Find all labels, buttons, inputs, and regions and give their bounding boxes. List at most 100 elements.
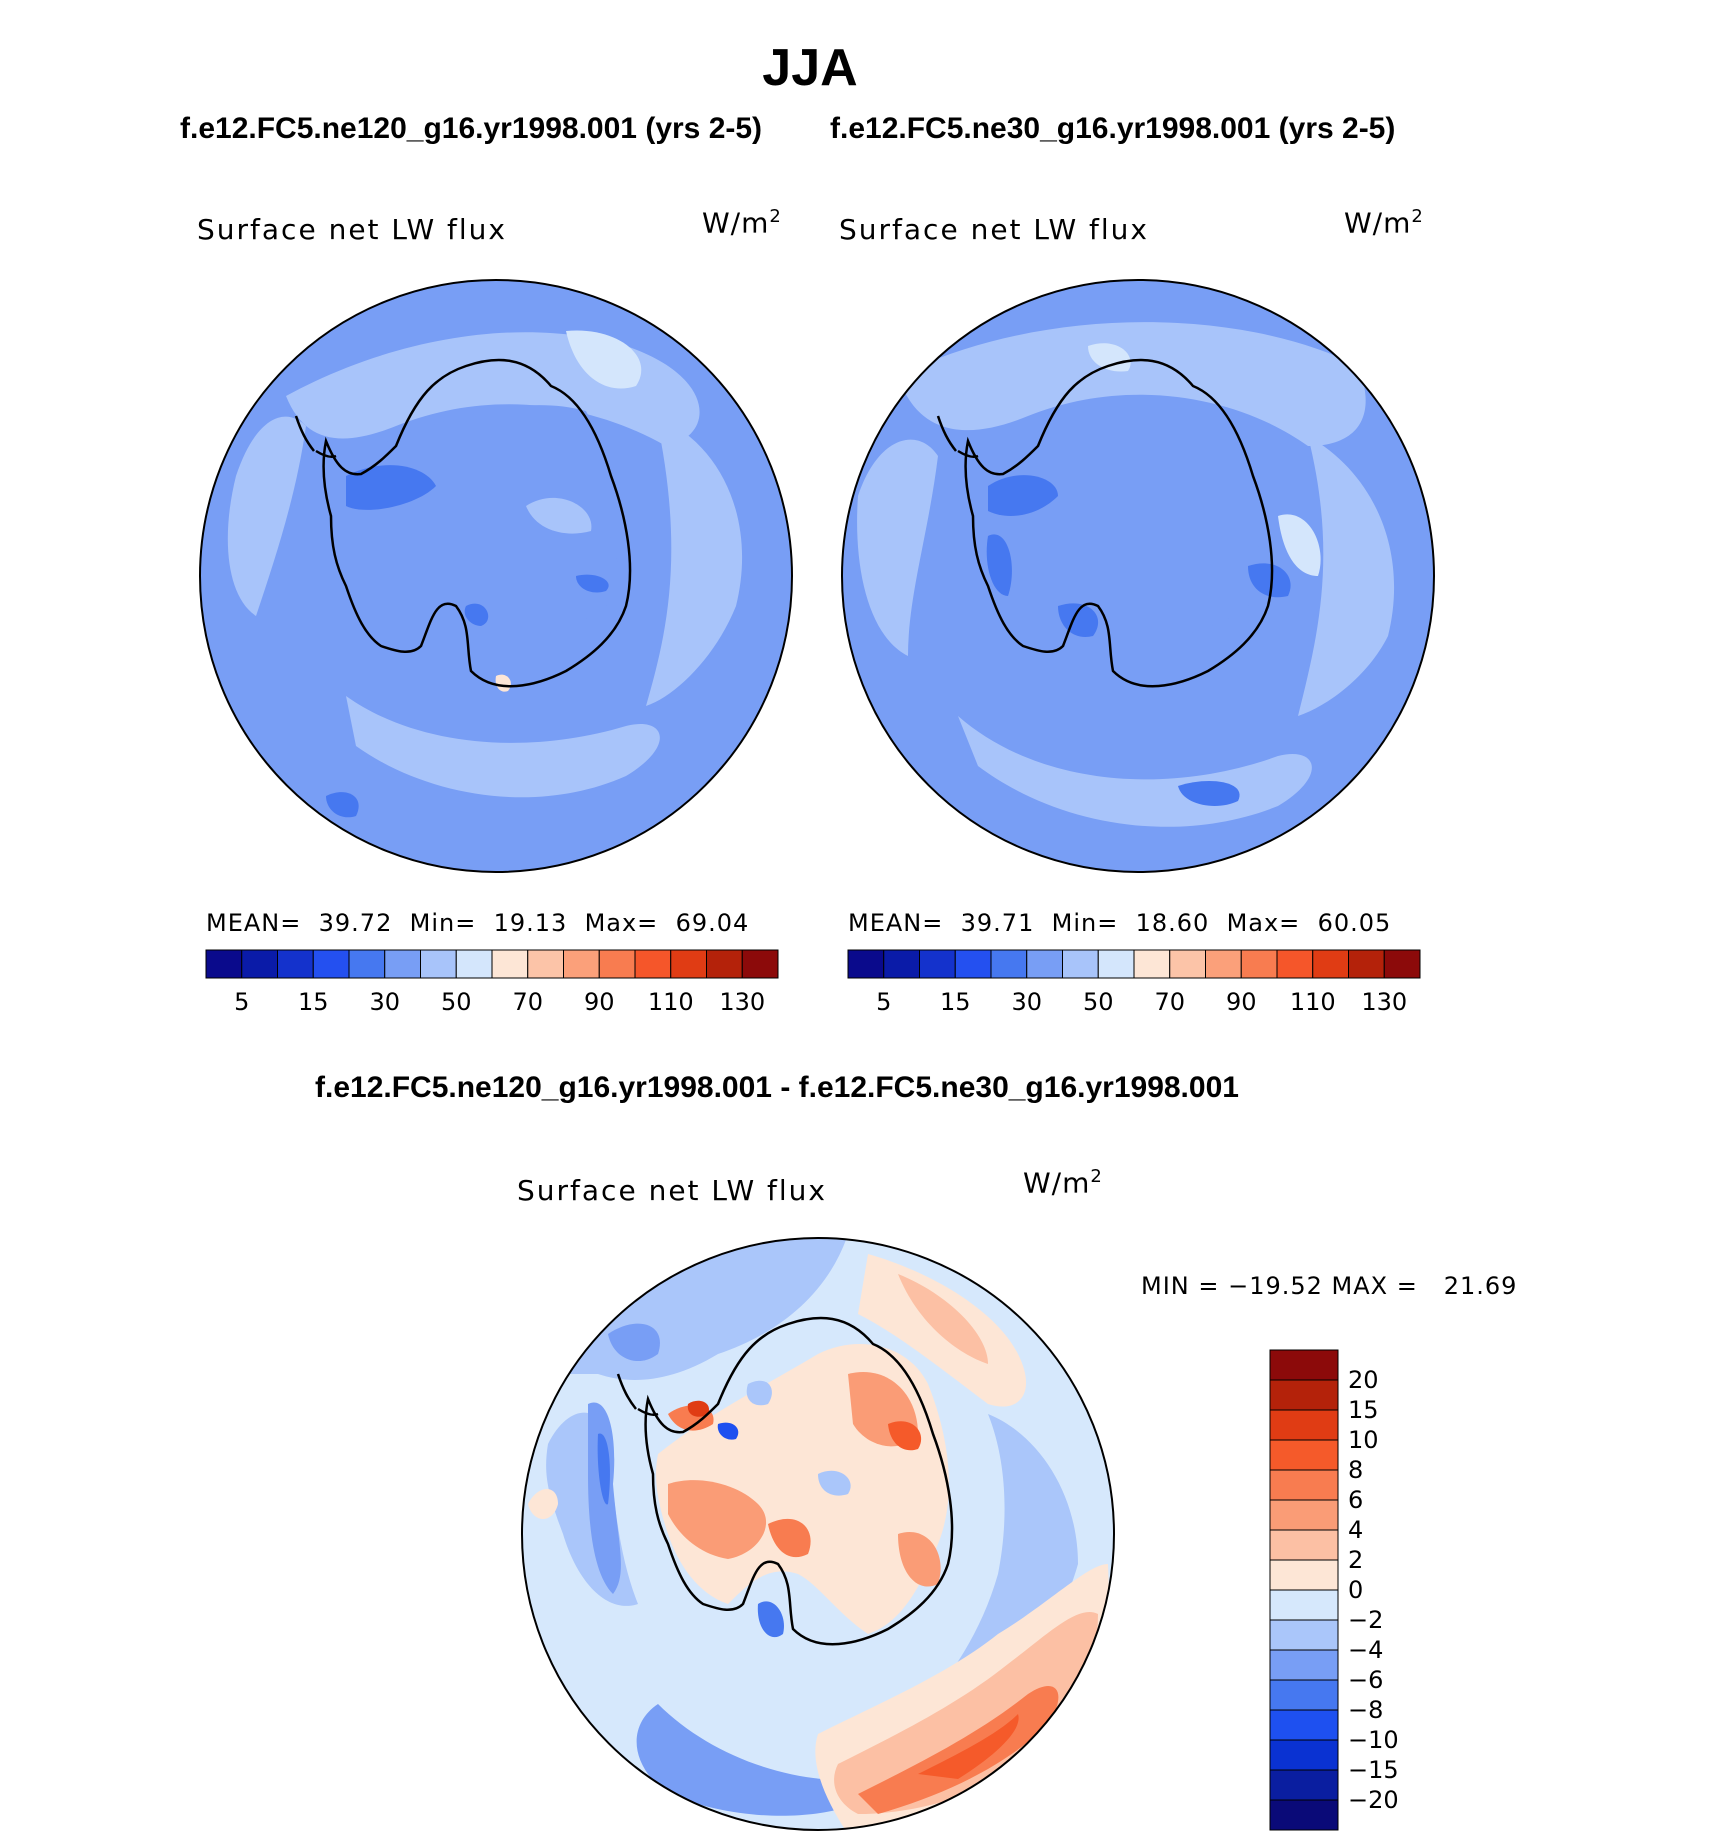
panel2-colorbar-swatch bbox=[990, 949, 1028, 979]
panel2-colorbar-tick-label: 50 bbox=[1082, 988, 1114, 1016]
panel1-colorbar-swatch bbox=[634, 949, 672, 979]
panel1-colorbar-swatch bbox=[277, 949, 314, 979]
panel2-colorbar-swatch bbox=[1312, 949, 1349, 979]
panel1-colorbar-swatch bbox=[527, 949, 564, 979]
diff-colorbar-tick-label: −6 bbox=[1348, 1666, 1384, 1694]
panel2-colorbar-tick-label: 5 bbox=[876, 988, 892, 1016]
diff-colorbar-tick-label: −8 bbox=[1348, 1696, 1384, 1724]
diff-colorbar-swatch bbox=[1269, 1739, 1339, 1771]
panel1-map bbox=[199, 279, 793, 873]
figure-title: JJA bbox=[762, 39, 858, 97]
panel2-colorbar-tick-label: 30 bbox=[1011, 988, 1043, 1016]
panel1-colorbar-tick-label: 15 bbox=[297, 988, 329, 1016]
diff-minmax: MIN = −19.52 MAX = 21.69 bbox=[1141, 1272, 1518, 1300]
panel2-colorbar-swatch bbox=[1026, 949, 1063, 979]
diff-colorbar-swatch bbox=[1269, 1649, 1339, 1681]
panel2-colorbar-swatch bbox=[847, 949, 885, 979]
diff-variable: Surface net LW flux bbox=[517, 1174, 827, 1207]
panel2-colorbar-swatch bbox=[1383, 949, 1421, 979]
panel1-colorbar-labels: 5 15 30 50 70 90 110 130 bbox=[206, 988, 778, 1018]
panel1-colorbar-tick-label: 50 bbox=[440, 988, 472, 1016]
panel1-colorbar-swatch bbox=[205, 949, 243, 979]
panel2-colorbar-tick-label: 130 bbox=[1361, 988, 1408, 1016]
diff-colorbar-tick-label: 6 bbox=[1348, 1486, 1364, 1514]
panel1-colorbar-swatch bbox=[241, 949, 278, 979]
diff-colorbar-tick-label: 2 bbox=[1348, 1546, 1364, 1574]
diff-colorbar-swatch bbox=[1269, 1529, 1339, 1561]
panel1-colorbar-swatch bbox=[420, 949, 457, 979]
panel1-colorbar-swatch bbox=[455, 949, 493, 979]
panel1-colorbar-swatch bbox=[563, 949, 600, 979]
diff-colorbar-swatch bbox=[1269, 1349, 1339, 1381]
diff-colorbar-swatch bbox=[1269, 1469, 1339, 1501]
panel1-colorbar-swatch bbox=[670, 949, 707, 979]
diff-colorbar-tick-label: −10 bbox=[1348, 1726, 1399, 1754]
panel1-colorbar-swatch bbox=[491, 949, 529, 979]
panel2-colorbar-swatch bbox=[883, 949, 920, 979]
panel1-units: W/m2 bbox=[702, 206, 782, 240]
panel2-units: W/m2 bbox=[1344, 206, 1424, 240]
panel2-colorbar-swatch bbox=[1097, 949, 1135, 979]
diff-colorbar-tick-label: 8 bbox=[1348, 1456, 1364, 1484]
diff-map bbox=[521, 1237, 1115, 1831]
panel2-colorbar-tick-label: 70 bbox=[1154, 988, 1186, 1016]
panel1-stats: MEAN= 39.72 Min= 19.13 Max= 69.04 bbox=[206, 909, 750, 937]
diff-colorbar-swatch bbox=[1269, 1439, 1339, 1471]
panel1-colorbar-tick-label: 5 bbox=[234, 988, 250, 1016]
difference-title: f.e12.FC5.ne120_g16.yr1998.001 - f.e12.F… bbox=[315, 1071, 1239, 1104]
diff-colorbar-swatch bbox=[1269, 1499, 1339, 1531]
diff-colorbar bbox=[1269, 1349, 1339, 1831]
diff-colorbar-labels: 20 15 10 8 6 4 2 0 −2 −4 −6 −8 −10 −15 −20 bbox=[1348, 1350, 1468, 1830]
diff-colorbar-tick-label: −4 bbox=[1348, 1636, 1384, 1664]
diff-colorbar-tick-label: −20 bbox=[1348, 1786, 1399, 1814]
panel2-colorbar-swatch bbox=[1240, 949, 1278, 979]
panel2-colorbar-swatch bbox=[1062, 949, 1099, 979]
panel1-colorbar-swatch bbox=[312, 949, 350, 979]
diff-colorbar-tick-label: 20 bbox=[1348, 1366, 1379, 1394]
panel1-variable: Surface net LW flux bbox=[197, 213, 507, 246]
panel2-variable: Surface net LW flux bbox=[839, 213, 1149, 246]
panel2-colorbar-tick-label: 110 bbox=[1289, 988, 1336, 1016]
panel1-colorbar-tick-label: 30 bbox=[369, 988, 401, 1016]
subtitle-right: f.e12.FC5.ne30_g16.yr1998.001 (yrs 2-5) bbox=[830, 112, 1396, 145]
panel1-colorbar-tick-label: 70 bbox=[512, 988, 544, 1016]
panel1-colorbar-tick-label: 90 bbox=[583, 988, 615, 1016]
diff-colorbar-swatch bbox=[1269, 1589, 1339, 1621]
panel2-colorbar-labels: 5 15 30 50 70 90 110 130 bbox=[848, 988, 1420, 1018]
panel1-colorbar-swatch bbox=[598, 949, 636, 979]
panel1-colorbar-swatch bbox=[348, 949, 386, 979]
diff-colorbar-swatch bbox=[1269, 1769, 1339, 1801]
diff-colorbar-swatch bbox=[1269, 1409, 1339, 1441]
panel1-colorbar-swatch bbox=[384, 949, 421, 979]
panel2-map bbox=[841, 279, 1435, 873]
diff-colorbar-swatch bbox=[1269, 1559, 1339, 1591]
panel2-colorbar-tick-label: 90 bbox=[1225, 988, 1257, 1016]
diff-colorbar-tick-label: −15 bbox=[1348, 1756, 1399, 1784]
diff-colorbar-tick-label: −2 bbox=[1348, 1606, 1384, 1634]
panel2-colorbar-swatch bbox=[1348, 949, 1385, 979]
diff-colorbar-tick-label: 10 bbox=[1348, 1426, 1379, 1454]
panel2-colorbar-swatch bbox=[954, 949, 992, 979]
diff-colorbar-swatch bbox=[1269, 1619, 1339, 1651]
diff-colorbar-tick-label: 0 bbox=[1348, 1576, 1364, 1604]
diff-colorbar-tick-label: 15 bbox=[1348, 1396, 1379, 1424]
panel2-colorbar-tick-label: 15 bbox=[939, 988, 971, 1016]
panel1-colorbar-tick-label: 110 bbox=[647, 988, 694, 1016]
panel2-colorbar-swatch bbox=[1133, 949, 1171, 979]
panel2-colorbar-swatch bbox=[919, 949, 956, 979]
subtitle-left: f.e12.FC5.ne120_g16.yr1998.001 (yrs 2-5) bbox=[180, 112, 763, 145]
diff-units: W/m2 bbox=[1023, 1166, 1103, 1200]
diff-colorbar-tick-label: 4 bbox=[1348, 1516, 1364, 1544]
panel2-colorbar-swatch bbox=[1205, 949, 1242, 979]
panel1-colorbar-swatch bbox=[706, 949, 743, 979]
panel2-colorbar-swatch bbox=[1169, 949, 1206, 979]
diff-colorbar-swatch bbox=[1269, 1379, 1339, 1411]
diff-colorbar-swatch bbox=[1269, 1709, 1339, 1741]
diff-colorbar-swatch bbox=[1269, 1799, 1339, 1831]
panel1-colorbar-tick-label: 130 bbox=[719, 988, 766, 1016]
panel2-colorbar-swatch bbox=[1276, 949, 1314, 979]
panel2-colorbar bbox=[847, 949, 1421, 979]
panel2-stats: MEAN= 39.71 Min= 18.60 Max= 60.05 bbox=[848, 909, 1392, 937]
panel1-colorbar-swatch bbox=[741, 949, 779, 979]
diff-colorbar-swatch bbox=[1269, 1679, 1339, 1711]
